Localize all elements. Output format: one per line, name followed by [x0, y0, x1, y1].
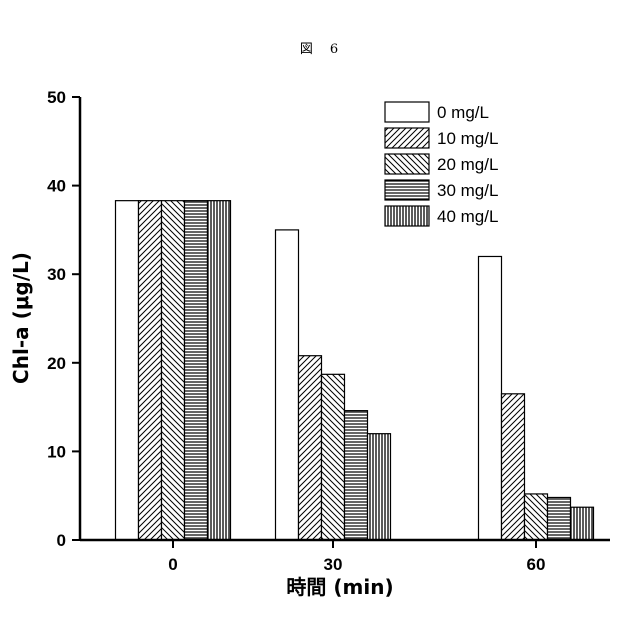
y-tick-label: 50 — [47, 88, 66, 107]
legend-label: 30 mg/L — [437, 181, 498, 200]
y-tick-label: 10 — [47, 442, 66, 461]
bar-60-10-mg-l — [502, 394, 525, 540]
x-tick-label: 60 — [527, 555, 546, 574]
bar-60-0-mg-l — [479, 256, 502, 540]
bar-30-40-mg-l — [368, 434, 391, 540]
bar-0-40-mg-l — [208, 201, 231, 540]
y-tick-label: 20 — [47, 354, 66, 373]
bar-0-0-mg-l — [116, 201, 139, 540]
y-tick-label: 0 — [57, 531, 66, 550]
y-tick-label: 30 — [47, 265, 66, 284]
x-axis-title: 時間 (min) — [286, 575, 393, 599]
bar-60-30-mg-l — [548, 497, 571, 540]
legend-swatch — [385, 102, 429, 122]
bar-30-10-mg-l — [299, 356, 322, 540]
legend-label: 0 mg/L — [437, 103, 489, 122]
legend-label: 20 mg/L — [437, 155, 498, 174]
bar-60-40-mg-l — [571, 507, 594, 540]
bar-30-0-mg-l — [276, 230, 299, 540]
y-tick-label: 40 — [47, 177, 66, 196]
legend-swatch — [385, 180, 429, 200]
legend-swatch — [385, 154, 429, 174]
bar-60-20-mg-l — [525, 494, 548, 540]
legend-label: 10 mg/L — [437, 129, 498, 148]
bar-0-10-mg-l — [139, 201, 162, 540]
y-axis-ticks: 0 10 20 30 40 50 — [47, 88, 80, 550]
x-axis-ticks: 0 30 60 — [168, 540, 545, 574]
bar-30-30-mg-l — [345, 411, 368, 540]
x-tick-label: 30 — [324, 555, 343, 574]
bar-30-20-mg-l — [322, 374, 345, 540]
legend: 0 mg/L 10 mg/L 20 mg/L 30 mg/L 40 mg/L — [385, 102, 498, 226]
y-axis-title: Chl-a (μg/L) — [9, 252, 33, 384]
bars-group — [116, 201, 594, 540]
bar-0-30-mg-l — [185, 201, 208, 540]
legend-label: 40 mg/L — [437, 207, 498, 226]
legend-swatch — [385, 206, 429, 226]
bar-0-20-mg-l — [162, 201, 185, 540]
legend-swatch — [385, 128, 429, 148]
x-tick-label: 0 — [168, 555, 177, 574]
